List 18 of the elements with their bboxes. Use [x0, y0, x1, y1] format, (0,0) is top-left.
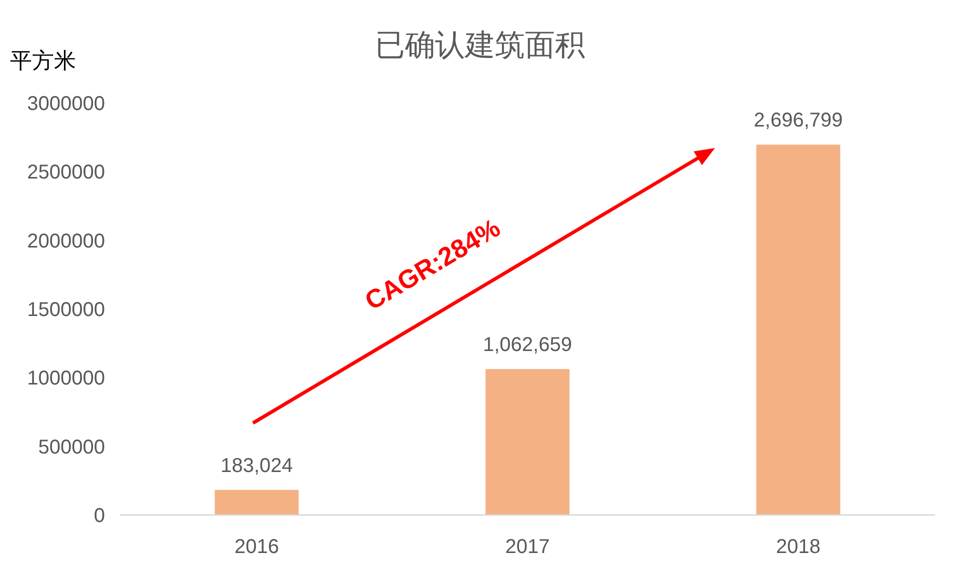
y-tick-label: 2000000	[27, 230, 105, 252]
y-tick-label: 3000000	[27, 93, 105, 115]
y-tick-label: 500000	[38, 436, 105, 458]
data-label: 183,024	[220, 454, 293, 477]
y-tick-label: 1500000	[27, 299, 105, 321]
chart-title: 已确认建筑面积	[375, 29, 585, 62]
y-tick-label: 2500000	[27, 162, 105, 184]
x-tick-label: 2017	[505, 536, 550, 558]
y-tick-label: 0	[94, 505, 105, 527]
bar	[214, 490, 299, 515]
x-tick-label: 2018	[776, 536, 821, 558]
y-tick-label: 1000000	[27, 368, 105, 390]
data-label: 1,062,659	[483, 334, 572, 356]
data-label: 2,696,799	[754, 110, 843, 132]
bar	[486, 369, 570, 515]
bar	[756, 144, 840, 515]
x-tick-label: 2016	[234, 536, 279, 558]
y-axis-title: 平方米	[10, 48, 76, 73]
